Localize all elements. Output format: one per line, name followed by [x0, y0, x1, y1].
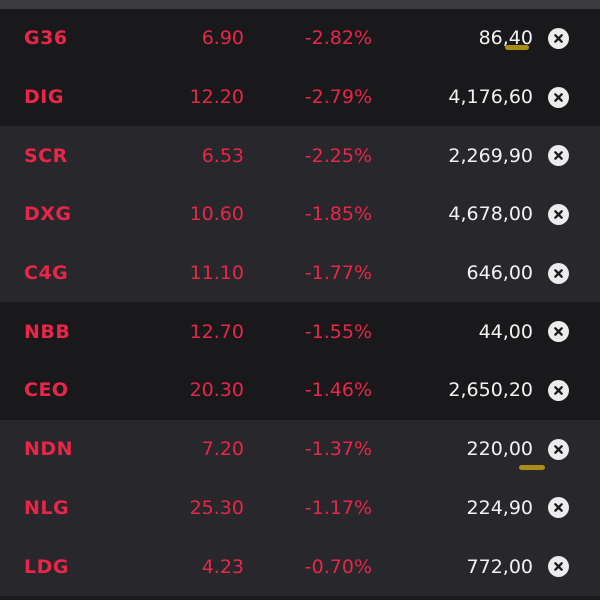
stock-volume: 646,00: [466, 262, 533, 285]
stock-symbol[interactable]: LDG: [24, 555, 69, 578]
top-bar: [0, 0, 600, 9]
percent-change: -1.55%: [304, 320, 372, 343]
list-item[interactable]: NBB 12.70 -1.55% 44,00: [0, 302, 600, 362]
stock-volume: 2,269,90: [448, 144, 533, 167]
list-item[interactable]: DXG 10.60 -1.85% 4,678,00: [0, 185, 600, 244]
list-item[interactable]: G36 6.90 -2.82% 86,40: [0, 9, 600, 68]
stock-price: 12.70: [189, 320, 244, 343]
stock-symbol[interactable]: DIG: [24, 86, 64, 109]
watchlist: G36 6.90 -2.82% 86,40 DIG 12.20 -2.79% 4…: [0, 9, 600, 596]
stock-volume: 86,40: [478, 27, 533, 50]
percent-change: -0.70%: [304, 555, 372, 578]
percent-change: -1.37%: [304, 438, 372, 461]
close-circle-icon[interactable]: [548, 379, 569, 401]
percent-change: -1.46%: [304, 379, 372, 402]
percent-change: -1.17%: [304, 496, 372, 519]
close-circle-icon[interactable]: [548, 27, 569, 49]
stock-price: 11.10: [189, 262, 244, 285]
list-item[interactable]: CEO 20.30 -1.46% 2,650,20: [0, 361, 600, 420]
list-item[interactable]: C4G 11.10 -1.77% 646,00: [0, 243, 600, 303]
close-circle-icon[interactable]: [548, 438, 569, 460]
list-item[interactable]: SCR 6.53 -2.25% 2,269,90: [0, 126, 600, 186]
stock-symbol[interactable]: NLG: [24, 496, 70, 519]
stock-symbol[interactable]: CEO: [24, 379, 69, 402]
stock-price: 25.30: [189, 496, 244, 519]
stock-symbol[interactable]: DXG: [24, 203, 72, 226]
percent-change: -2.82%: [304, 27, 372, 50]
percent-change: -2.25%: [304, 144, 372, 167]
stock-price: 20.30: [189, 379, 244, 402]
stock-symbol[interactable]: NBB: [24, 320, 71, 343]
stock-volume: 220,00: [466, 438, 533, 461]
highlight-mark: [519, 465, 545, 470]
close-circle-icon[interactable]: [548, 86, 569, 108]
close-circle-icon[interactable]: [548, 321, 569, 343]
close-circle-icon[interactable]: [548, 497, 569, 519]
close-circle-icon[interactable]: [548, 203, 569, 225]
stock-symbol[interactable]: G36: [24, 27, 68, 50]
stock-volume: 224,90: [466, 496, 533, 519]
stock-price: 12.20: [189, 86, 244, 109]
stock-symbol[interactable]: SCR: [24, 144, 68, 167]
percent-change: -2.79%: [304, 86, 372, 109]
stock-symbol[interactable]: NDN: [24, 438, 74, 461]
stock-volume: 2,650,20: [448, 379, 533, 402]
percent-change: -1.77%: [304, 262, 372, 285]
list-item[interactable]: NDN 7.20 -1.37% 220,00: [0, 419, 600, 479]
stock-price: 6.90: [201, 27, 244, 50]
stock-volume: 4,678,00: [448, 203, 533, 226]
stock-volume: 4,176,60: [448, 86, 533, 109]
list-item[interactable]: LDG 4.23 -0.70% 772,00: [0, 537, 600, 596]
close-circle-icon[interactable]: [548, 556, 569, 578]
percent-change: -1.85%: [304, 203, 372, 226]
highlight-mark: [505, 45, 529, 50]
stock-price: 4.23: [201, 555, 244, 578]
list-item[interactable]: NLG 25.30 -1.17% 224,90: [0, 478, 600, 538]
stock-symbol[interactable]: C4G: [24, 262, 69, 285]
stock-volume: 772,00: [466, 555, 533, 578]
stock-price: 6.53: [201, 144, 244, 167]
stock-volume: 44,00: [478, 320, 533, 343]
list-item[interactable]: DIG 12.20 -2.79% 4,176,60: [0, 67, 600, 127]
stock-price: 10.60: [189, 203, 244, 226]
close-circle-icon[interactable]: [548, 145, 569, 167]
stock-price: 7.20: [201, 438, 244, 461]
close-circle-icon[interactable]: [548, 262, 569, 284]
